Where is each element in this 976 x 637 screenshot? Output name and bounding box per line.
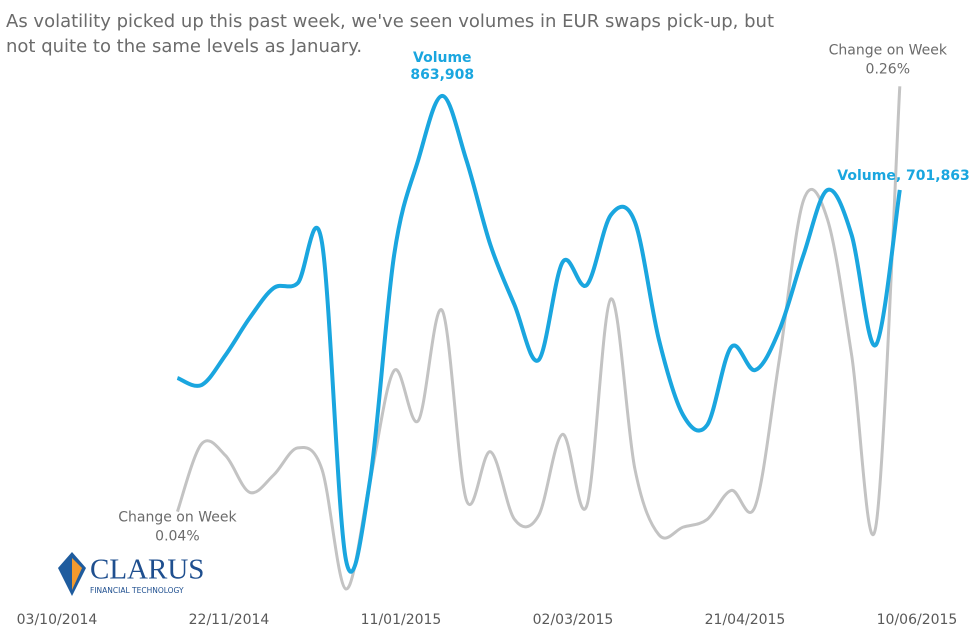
series-name-label: Change on Week [829, 42, 948, 58]
value-label: Volume, 701,863 [837, 168, 970, 184]
x-tick-label: 11/01/2015 [361, 612, 442, 628]
logo-icon [72, 558, 82, 590]
series-name-label: Change on Week [118, 510, 237, 526]
x-tick-label: 22/11/2014 [189, 612, 270, 628]
series-line [175, 86, 902, 591]
value-label: 0.04% [155, 529, 199, 545]
x-tick-label: 21/04/2015 [705, 612, 786, 628]
logo: CLARUS FINANCIAL TECHNOLOGY [58, 552, 204, 596]
value-label: 0.26% [866, 61, 910, 77]
series-name-label: Volume [413, 50, 472, 66]
x-tick-label: 10/06/2015 [877, 612, 958, 628]
logo-tagline: FINANCIAL TECHNOLOGY [90, 586, 184, 595]
x-tick-label: 03/10/2014 [17, 612, 98, 628]
series-line [176, 93, 902, 574]
value-label: 863,908 [410, 67, 474, 83]
chart-title: As volatility picked up this past week, … [6, 11, 774, 32]
logo-name: CLARUS [90, 554, 204, 586]
x-tick-label: 02/03/2015 [533, 612, 614, 628]
chart-title: not quite to the same levels as January. [6, 36, 362, 57]
